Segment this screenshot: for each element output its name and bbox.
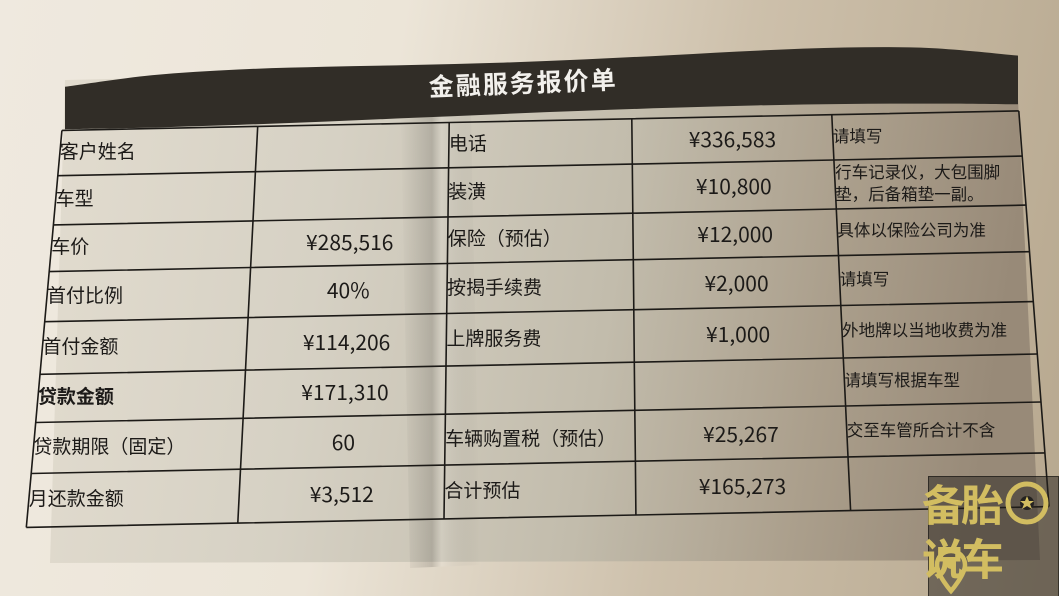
svg-text:备胎: 备胎: [922, 472, 1003, 534]
